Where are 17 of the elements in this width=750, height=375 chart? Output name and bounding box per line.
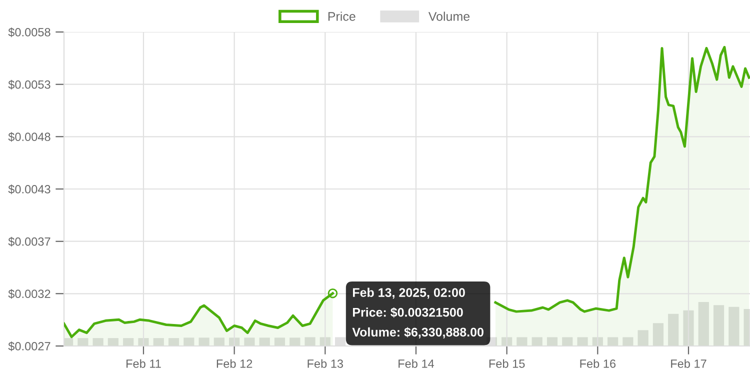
y-tick-label: $0.0037	[8, 236, 50, 246]
y-tick-label: $0.0048	[8, 132, 50, 142]
x-tick-label: Feb 15	[489, 359, 525, 368]
x-tick-label: Feb 17	[671, 359, 706, 368]
y-tick-label: $0.0032	[8, 289, 50, 299]
x-tick-label: Feb 14	[398, 359, 434, 368]
annotation: Feb 13, 2025, 02:00 Price: $0.00321500 Volume: $6,330,888.00	[352, 288, 484, 338]
legend-label: Volume	[428, 12, 470, 21]
x-tick-label: Feb 16	[580, 359, 616, 368]
legend-label: Price	[328, 12, 356, 21]
y-tick-label: $0.0058	[8, 28, 50, 38]
x-tick-label: Feb 12	[216, 359, 252, 368]
x-tick-label: Feb 11	[126, 359, 161, 368]
y-tick-label: $0.0027	[8, 342, 50, 352]
x-tick-label: Feb 13	[308, 359, 344, 368]
y-tick-label: $0.0043	[8, 184, 50, 194]
y-tick-label: $0.0053	[8, 80, 50, 90]
